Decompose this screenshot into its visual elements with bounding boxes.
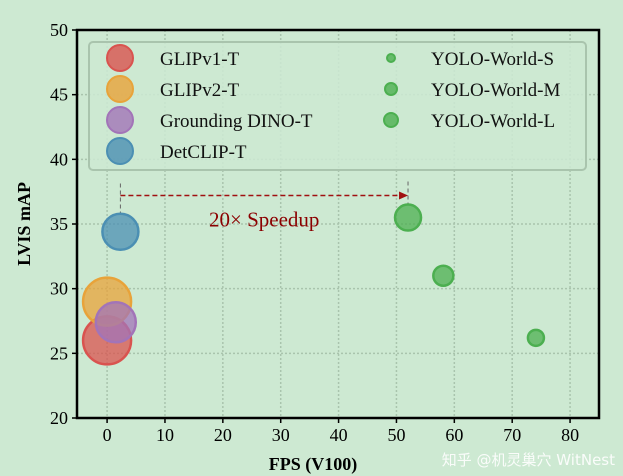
x-tick-label: 40 [330, 425, 348, 445]
x-tick-label: 0 [103, 425, 112, 445]
y-tick-label: 25 [50, 343, 68, 363]
x-axis-label: FPS (V100) [269, 454, 358, 475]
legend-label: Grounding DINO-T [160, 111, 313, 132]
legend-marker [384, 82, 398, 96]
legend-marker [106, 75, 134, 103]
y-tick-label: 50 [50, 20, 68, 40]
legend-marker [106, 44, 134, 72]
y-axis-label: LVIS mAP [14, 182, 34, 266]
arrow-head [399, 191, 409, 200]
legend-label: DetCLIP-T [160, 142, 247, 163]
legend-label: GLIPv2-T [160, 80, 240, 101]
y-tick-label: 45 [50, 85, 68, 105]
legend-label: YOLO-World-L [431, 111, 555, 132]
legend-box [88, 41, 587, 171]
x-tick-label: 60 [445, 425, 463, 445]
legend-label: YOLO-World-M [431, 80, 560, 101]
data-point [94, 301, 138, 344]
y-tick-label: 35 [50, 214, 68, 234]
y-tick-label: 20 [50, 408, 68, 428]
x-tick-label: 70 [503, 425, 521, 445]
watermark: 知乎 @机灵巢穴 WitNest [441, 451, 615, 469]
legend-marker [383, 112, 399, 128]
annotation-label: 20× Speedup [209, 208, 319, 232]
data-point [432, 264, 455, 287]
legend-marker [106, 106, 134, 134]
legend-label: YOLO-World-S [431, 49, 554, 70]
legend-label: GLIPv1-T [160, 49, 240, 70]
x-tick-label: 80 [561, 425, 579, 445]
x-tick-label: 10 [156, 425, 174, 445]
x-tick-label: 50 [387, 425, 405, 445]
legend-marker [386, 53, 396, 63]
data-point [393, 203, 423, 232]
data-point [526, 328, 546, 348]
x-tick-label: 30 [272, 425, 290, 445]
legend-marker [106, 137, 134, 165]
x-tick-label: 20 [214, 425, 232, 445]
y-tick-label: 40 [50, 149, 68, 169]
y-tick-label: 30 [50, 279, 68, 299]
data-point [101, 212, 140, 252]
